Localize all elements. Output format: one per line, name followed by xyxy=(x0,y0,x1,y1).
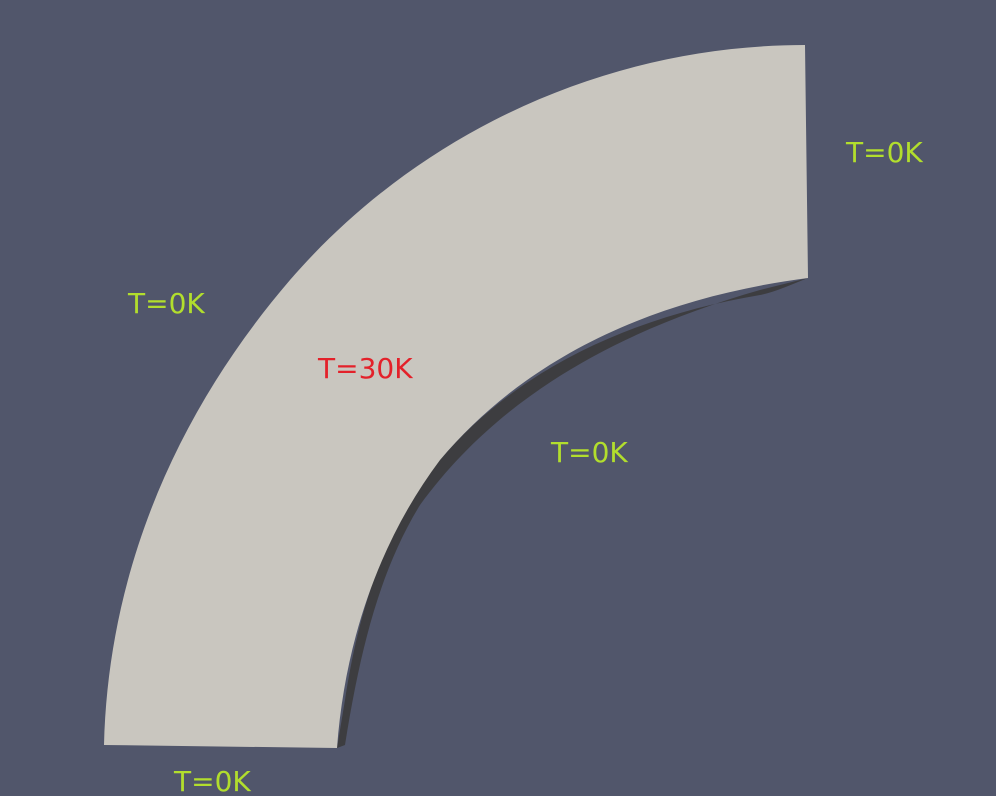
interior-temperature-label: T=30K xyxy=(318,352,413,385)
boundary-label-right-end: T=0K xyxy=(846,136,923,169)
boundary-label-bottom-end: T=0K xyxy=(174,765,251,796)
boundary-label-outer-arc: T=0K xyxy=(128,287,205,320)
boundary-label-inner-arc: T=0K xyxy=(551,436,628,469)
domain-face xyxy=(104,45,808,748)
